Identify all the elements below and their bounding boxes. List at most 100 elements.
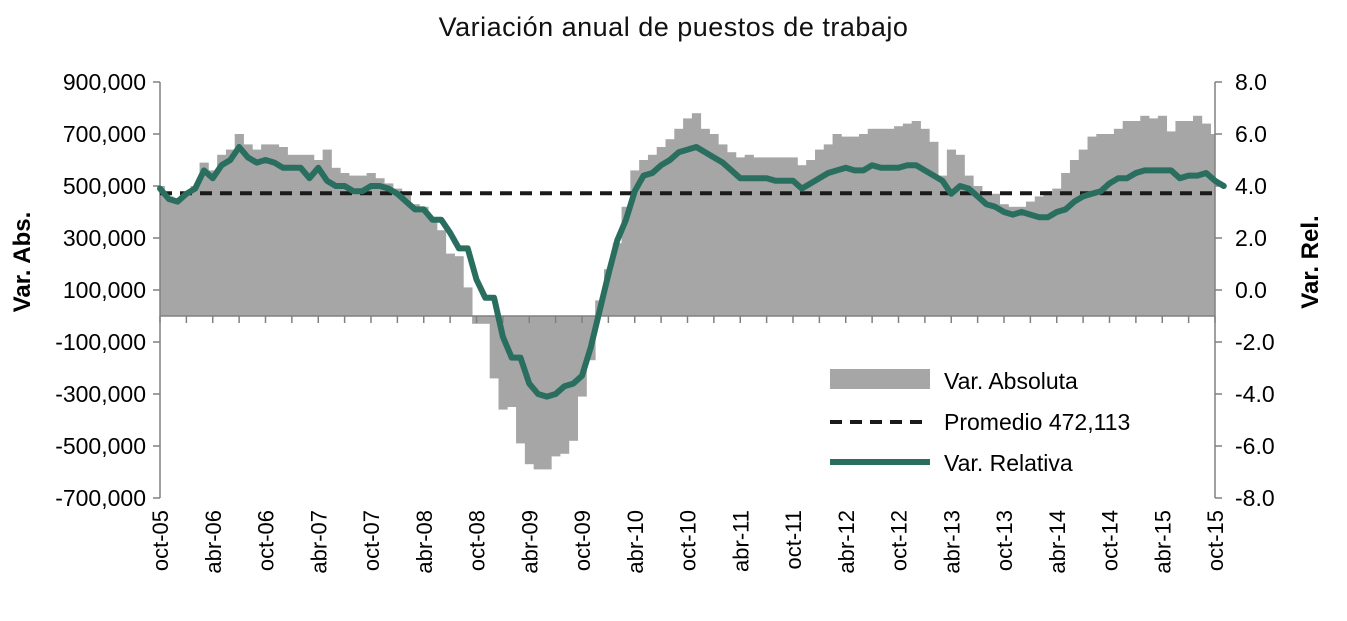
bar-var-absoluta (516, 316, 526, 444)
bar-var-absoluta (1113, 128, 1124, 316)
y-tick-label-right: 6.0 (1235, 121, 1267, 147)
bar-var-absoluta (349, 175, 359, 316)
bar-var-absoluta (867, 128, 877, 316)
bar-var-absoluta (1184, 121, 1194, 316)
bar-var-absoluta (1210, 134, 1216, 316)
line-var-relativa (157, 144, 1227, 400)
x-tick-label: oct-14 (1098, 510, 1123, 571)
bar-var-absoluta (410, 204, 420, 316)
bar-var-absoluta (208, 170, 218, 316)
bar-var-absoluta (1034, 196, 1044, 316)
bar-var-absoluta (832, 134, 842, 316)
lines-layer (157, 144, 1227, 400)
x-tick-label: abr-13 (939, 510, 964, 574)
bar-var-absoluta (1078, 149, 1088, 316)
x-tick-label: oct-07 (359, 510, 384, 571)
bar-var-absoluta (463, 287, 473, 316)
y-tick-label-right: -8.0 (1235, 485, 1275, 511)
y-axis-title-left: Var. Abs. (9, 212, 36, 313)
bar-var-absoluta (850, 136, 860, 316)
bar-var-absoluta (340, 173, 350, 316)
bar-var-absoluta (190, 186, 200, 316)
bar-var-absoluta (542, 316, 552, 470)
y-tick-label-left: -300,000 (55, 381, 146, 407)
bar-var-absoluta (823, 144, 833, 316)
bar-var-absoluta (269, 144, 280, 316)
x-tick-label: oct-08 (465, 510, 490, 571)
bar-var-absoluta (436, 230, 447, 316)
bar-var-absoluta (841, 136, 851, 316)
bar-var-absoluta (357, 175, 367, 316)
bar-var-absoluta (313, 160, 324, 316)
x-tick-label: abr-11 (728, 510, 753, 572)
x-tick-label: oct-15 (1203, 510, 1228, 571)
bar-var-absoluta (683, 118, 693, 317)
legend-swatch-var-absoluta (830, 369, 930, 389)
bar-var-absoluta (762, 157, 772, 316)
bar-var-absoluta (392, 188, 403, 316)
bar-var-absoluta (639, 160, 649, 316)
y-tick-label-right: -2.0 (1235, 329, 1275, 355)
bar-var-absoluta (744, 154, 754, 316)
bar-var-absoluta (902, 123, 913, 316)
x-tick-label: abr-12 (834, 510, 859, 574)
bar-var-absoluta (1043, 191, 1053, 316)
bar-var-absoluta (419, 206, 429, 316)
bar-var-absoluta (1175, 121, 1185, 316)
y-tick-label-right: 8.0 (1235, 69, 1267, 95)
bar-var-absoluta (955, 154, 965, 316)
bar-var-absoluta (665, 139, 675, 316)
bar-var-absoluta (718, 144, 728, 316)
y-tick-label-right: -4.0 (1235, 381, 1275, 407)
bar-var-absoluta (252, 149, 262, 316)
y-tick-label-left: 700,000 (63, 121, 146, 147)
bar-var-absoluta (234, 134, 244, 316)
bar-var-absoluta (181, 193, 192, 316)
bar-var-absoluta (982, 191, 992, 316)
bar-var-absoluta (797, 165, 807, 316)
y-tick-label-right: -6.0 (1235, 433, 1275, 459)
bar-var-absoluta (287, 154, 297, 316)
bar-var-absoluta (779, 157, 789, 316)
bar-var-absoluta (1087, 136, 1097, 316)
bar-var-absoluta (375, 178, 385, 316)
bar-var-absoluta (858, 134, 869, 316)
bar-var-absoluta (278, 147, 288, 316)
bar-var-absoluta (630, 170, 640, 316)
bar-var-absoluta (806, 160, 816, 316)
bar-var-absoluta (709, 134, 719, 316)
bar-var-absoluta (603, 269, 614, 316)
bar-var-absoluta (911, 121, 921, 316)
y-tick-label-right: 2.0 (1235, 225, 1267, 251)
x-tick-label: oct-06 (254, 510, 279, 571)
bar-var-absoluta (929, 141, 939, 316)
bar-var-absoluta (401, 193, 411, 316)
bar-var-absoluta (1061, 173, 1071, 316)
legend: Var. Absoluta Promedio 472,113 Var. Rela… (830, 368, 1130, 476)
bar-var-absoluta (322, 149, 332, 316)
y-tick-label-right: 4.0 (1235, 173, 1267, 199)
y-tick-label-left: 500,000 (63, 173, 146, 199)
bar-var-absoluta (1201, 123, 1211, 316)
bar-var-absoluta (217, 154, 227, 316)
bar-var-absoluta (384, 183, 394, 316)
bar-var-absoluta (727, 152, 737, 316)
bar-var-absoluta (674, 128, 684, 316)
x-tick-label: oct-11 (781, 510, 806, 570)
bar-var-absoluta (498, 316, 508, 410)
x-tick-label: abr-10 (623, 510, 648, 574)
legend-label-promedio: Promedio 472,113 (944, 409, 1130, 435)
bar-var-absoluta (524, 316, 535, 465)
y-tick-label-left: -700,000 (55, 485, 146, 511)
bar-var-absoluta (621, 206, 631, 316)
bar-var-absoluta (771, 157, 781, 316)
bar-var-absoluta (1131, 121, 1141, 316)
bar-var-absoluta (990, 193, 1000, 316)
bar-var-absoluta (1157, 115, 1168, 316)
bar-var-absoluta (876, 128, 886, 316)
y-tick-label-left: 100,000 (63, 277, 146, 303)
labels-layer: 900,000 700,000 500,000 300,000 100,000 -100,… (9, 69, 1324, 574)
bar-var-absoluta (735, 157, 746, 316)
